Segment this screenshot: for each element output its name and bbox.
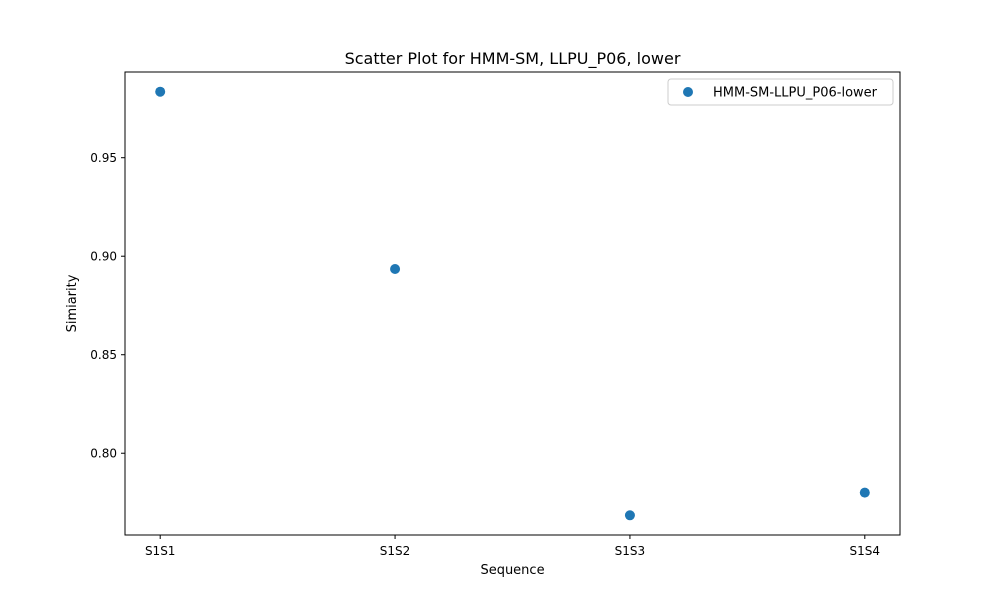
ticks-layer: S1S1 S1S2 S1S3 S1S4 0.80 0.85 0.90 0.95 (90, 151, 880, 558)
data-point (859, 487, 870, 498)
points-layer (155, 86, 870, 521)
y-tick-label: 0.85 (90, 348, 117, 362)
legend: HMM-SM-LLPU_P06-lower (667, 78, 894, 106)
y-tick-label: 0.90 (90, 250, 117, 264)
data-point (155, 86, 166, 97)
chart-title: Scatter Plot for HMM-SM, LLPU_P06, lower (345, 49, 681, 69)
y-axis-title: Simiarity (65, 274, 80, 332)
y-tick-label: 0.95 (90, 151, 117, 165)
legend-label: HMM-SM-LLPU_P06-lower (713, 86, 878, 101)
legend-box (667, 78, 894, 106)
x-tick-label: S1S2 (380, 544, 411, 558)
data-point (624, 510, 635, 521)
data-point (390, 264, 401, 275)
plot-area-frame (124, 71, 901, 536)
x-tick-label: S1S3 (615, 544, 646, 558)
x-tick-label: S1S1 (145, 544, 176, 558)
legend-marker (683, 87, 693, 97)
x-tick-label: S1S4 (850, 544, 881, 558)
x-axis-title: Sequence (480, 563, 544, 578)
y-tick-label: 0.80 (90, 447, 117, 461)
